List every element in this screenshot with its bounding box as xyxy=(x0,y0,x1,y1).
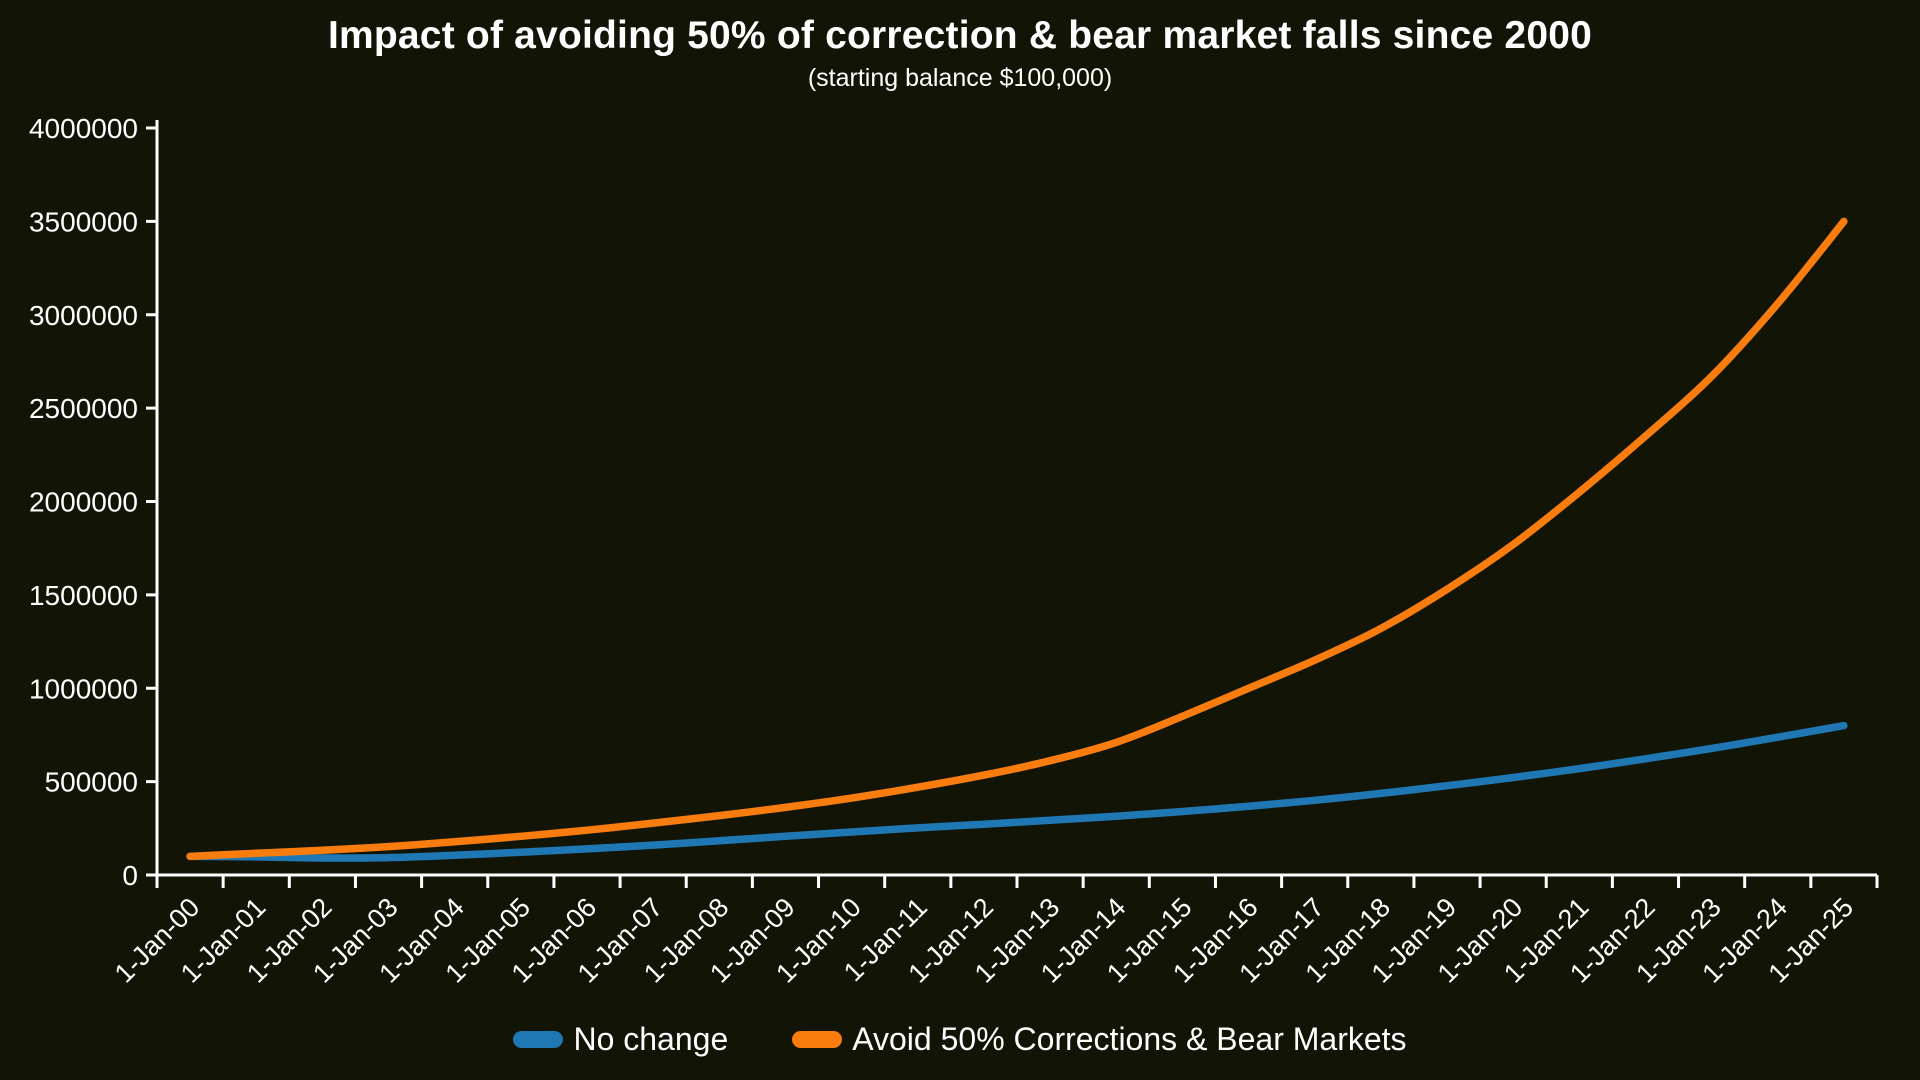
y-tick-label: 1000000 xyxy=(29,673,138,704)
legend-swatch-no-change xyxy=(513,1031,564,1048)
series-line-avoid-50-corrections-bear-markets xyxy=(186,217,1848,861)
y-tick-label: 3500000 xyxy=(29,206,138,237)
legend-item-no-change: No change xyxy=(513,1021,728,1058)
legend-item-avoid: Avoid 50% Corrections & Bear Markets xyxy=(792,1021,1407,1058)
legend-label-avoid: Avoid 50% Corrections & Bear Markets xyxy=(852,1021,1407,1057)
y-tick-label: 0 xyxy=(122,860,138,891)
y-tick-label: 2000000 xyxy=(29,487,138,518)
chart-subtitle: (starting balance $100,000) xyxy=(807,64,1113,92)
y-tick-label: 2500000 xyxy=(29,393,138,424)
y-tick-label: 500000 xyxy=(45,767,138,798)
chart-title: Impact of avoiding 50% of correction & b… xyxy=(327,14,1592,57)
series-line-no-change xyxy=(186,721,1848,862)
legend-label-no-change: No change xyxy=(573,1021,729,1057)
legend: No change Avoid 50% Corrections & Bear M… xyxy=(0,1021,1920,1058)
y-tick-label: 1500000 xyxy=(29,580,138,611)
y-tick-label: 4000000 xyxy=(29,113,138,144)
y-tick-label: 3000000 xyxy=(29,300,138,331)
legend-swatch-avoid xyxy=(792,1031,843,1048)
